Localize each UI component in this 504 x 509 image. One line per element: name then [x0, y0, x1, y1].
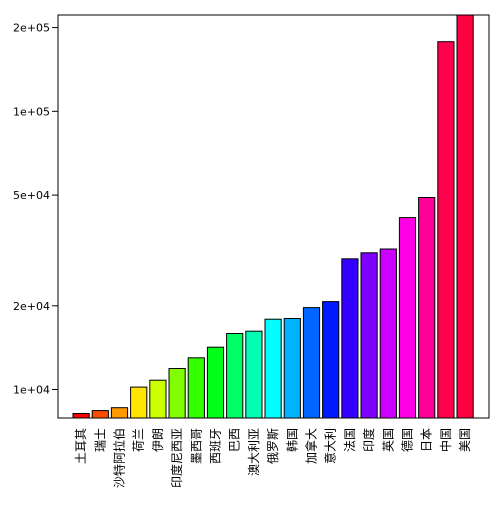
bar-沙特阿拉伯: [110, 407, 129, 419]
x-tick-label: 俄罗斯: [266, 428, 280, 464]
y-tick-label: 1e+04: [13, 384, 50, 397]
bar-韩国: [283, 318, 301, 419]
x-tick-label: 澳大利亚: [247, 428, 261, 476]
bar-印度尼西亚: [168, 368, 186, 419]
x-tick-label: 韩国: [284, 428, 299, 452]
x-tick-label: 巴西: [228, 428, 242, 452]
x-tick-label: 德国: [400, 428, 415, 452]
x-tick-label: 法国: [343, 428, 357, 452]
bar-墨西哥: [187, 357, 205, 419]
x-axis-labels: 土耳其 瑞士 沙特阿拉伯 荷兰 伊朗 印度尼西亚 墨西哥 西班牙 巴西 澳大利亚 俄罗斯 韩国 加拿大意…: [74, 428, 472, 488]
x-tick-label: 荷兰: [132, 428, 146, 452]
bar-瑞士: [91, 410, 109, 419]
bar-荷兰: [130, 386, 148, 419]
bar-土耳其: [72, 413, 90, 419]
bar-加拿大: [302, 307, 321, 419]
bar-意大利: [322, 301, 340, 419]
x-tick-label: 中国: [438, 428, 453, 452]
y-tick-label: 5e+04: [13, 189, 50, 202]
x-tick-label: 印度: [361, 428, 376, 452]
bar-德国: [398, 217, 417, 419]
x-tick-label: 伊朗: [151, 428, 165, 452]
bar-伊朗: [149, 379, 167, 419]
y-tick-label: 2e+05: [13, 22, 50, 35]
bar-澳大利亚: [245, 330, 263, 419]
bars-group: [72, 14, 474, 419]
y-tick-label: 2e+04: [13, 300, 50, 313]
x-tick-label: 墨西哥: [189, 428, 203, 464]
x-tick-label: 土耳其: [74, 428, 88, 464]
x-tick-label: 意大利: [323, 428, 338, 464]
bar-西班牙: [206, 346, 225, 419]
bar-印度: [360, 252, 378, 419]
x-tick-label: 美国: [458, 428, 472, 452]
x-tick-label: 瑞士: [93, 428, 107, 452]
x-tick-label: 英国: [381, 428, 395, 452]
y-axis: 1e+04 2e+04 5e+04 1e+05 2e+05: [13, 22, 58, 397]
bar-中国: [437, 41, 455, 419]
bar-巴西: [226, 333, 244, 419]
x-tick-label: 日本: [420, 428, 434, 452]
bar-俄罗斯: [264, 318, 282, 419]
bar-美国: [456, 14, 474, 419]
x-tick-label: 西班牙: [209, 428, 223, 464]
x-tick-label: 加拿大: [304, 428, 319, 464]
x-tick-label: 沙特阿拉伯: [112, 428, 127, 488]
bar-日本: [418, 197, 436, 419]
bar-法国: [341, 258, 359, 419]
x-tick-label: 印度尼西亚: [169, 428, 184, 488]
bar-英国: [379, 248, 397, 419]
y-tick-label: 1e+05: [13, 105, 50, 118]
